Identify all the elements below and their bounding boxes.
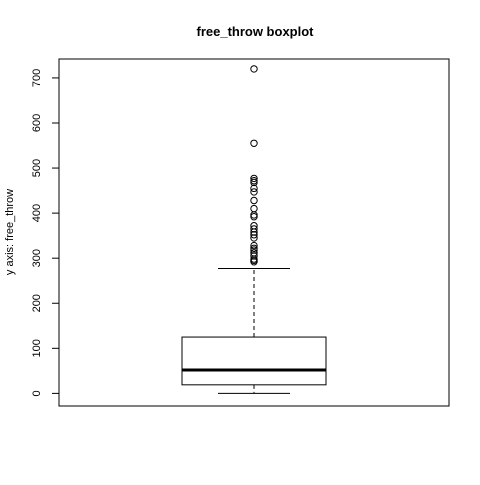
outlier-point <box>250 244 258 252</box>
box-group <box>181 268 327 394</box>
outlier-point <box>250 241 258 250</box>
outlier-point <box>250 231 258 239</box>
outlier-point <box>250 188 258 196</box>
outlier-point <box>250 234 258 242</box>
y-tick-label: 500 <box>31 159 43 177</box>
y-tick-label: 700 <box>31 69 43 87</box>
outlier-point <box>250 65 258 73</box>
outlier-point <box>250 139 258 147</box>
outlier-point <box>250 176 258 185</box>
y-tick-label: 400 <box>31 204 43 222</box>
y-tick-label: 200 <box>31 294 43 312</box>
outlier-point <box>250 225 258 233</box>
outlier-point <box>250 252 258 260</box>
y-tick-label: 600 <box>31 114 43 132</box>
y-tick-label: 100 <box>31 339 43 357</box>
y-tick-label: 0 <box>31 390 43 396</box>
outlier-point <box>250 184 258 193</box>
y-tick-label: 300 <box>31 249 43 267</box>
outlier-point <box>250 249 258 257</box>
outlier-point <box>250 222 258 230</box>
outlier-group <box>250 65 258 266</box>
iqr-box <box>181 336 327 386</box>
outlier-point <box>250 204 258 213</box>
y-axis: 0 100 200 300 400 500 600 700 <box>31 69 60 396</box>
outlier-point <box>250 174 258 183</box>
outlier-point <box>250 196 258 205</box>
chart-title: free_throw boxplot <box>196 24 314 39</box>
y-axis-label: y axis: free_throw <box>4 189 16 275</box>
